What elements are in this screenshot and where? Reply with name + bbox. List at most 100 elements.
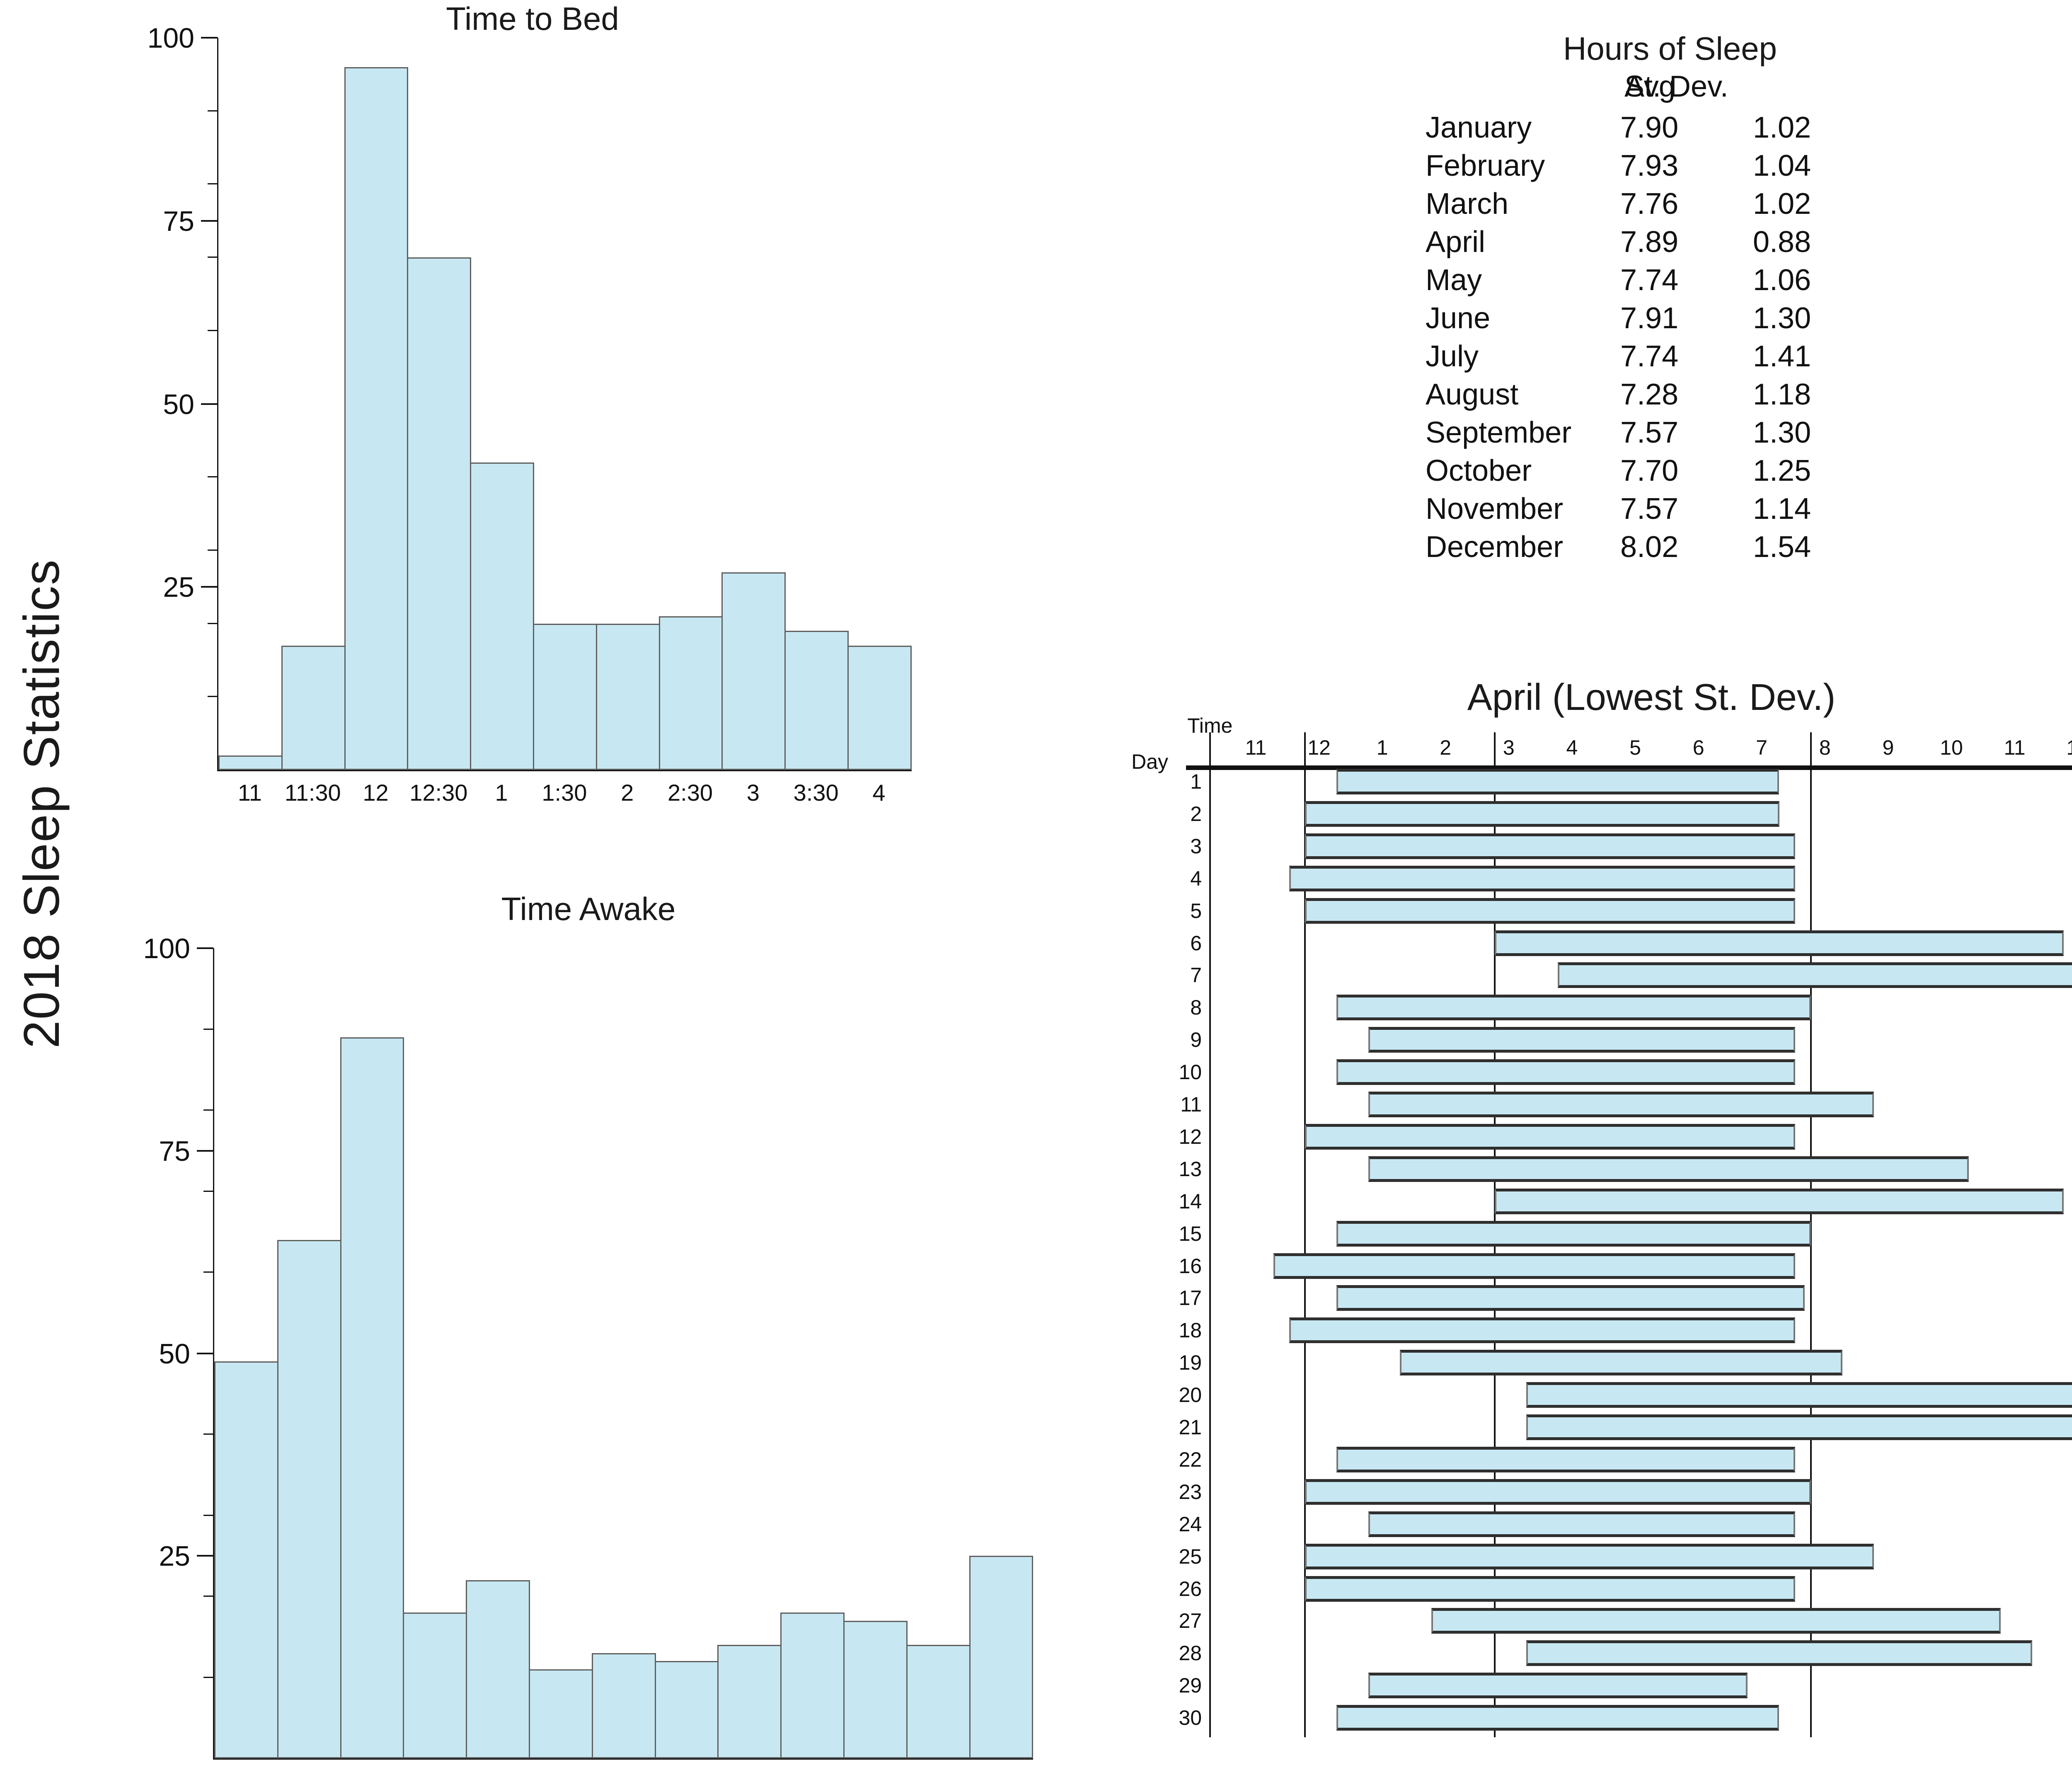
x-tick-label: 12:30 (900, 1768, 975, 1770)
table-cell-avg: 7.90 (1620, 111, 1679, 144)
sleep-bar (1336, 1705, 1779, 1731)
x-tick-label: 10 (586, 1768, 661, 1770)
table-cell-month: June (1426, 302, 1491, 335)
gantt-gridline (1810, 732, 1812, 1737)
gantt-day-number: 28 (1179, 1642, 1202, 1665)
histogram-bar (717, 1645, 782, 1758)
gantt-tick-label: 11 (1245, 736, 1267, 759)
sleep-bar (1494, 1188, 2064, 1214)
x-tick-label: 12 (838, 1768, 912, 1770)
x-tick-label: 3 (746, 780, 760, 806)
table-cell-avg: 7.93 (1620, 149, 1679, 182)
sleep-table-headers: Avg St. Dev. (1426, 70, 1728, 104)
gantt-day-number: 2 (1190, 802, 1202, 826)
sleep-bar (1336, 1285, 1805, 1311)
histogram-bar (721, 572, 786, 770)
table-cell-stdev: 1.30 (1753, 302, 1811, 335)
histogram-title-time-awake: Time Awake (501, 891, 676, 927)
table-cell-month: May (1426, 264, 1482, 297)
table-row: June 7.91 1.30 (1426, 299, 1890, 337)
y-major-tick (197, 1555, 213, 1557)
histogram-bar (533, 623, 597, 770)
gantt-day-number: 24 (1179, 1512, 1202, 1536)
sleep-bar (1336, 1059, 1795, 1085)
sleep-bar (1273, 1253, 1795, 1279)
sleep-bar (1336, 1220, 1811, 1247)
histogram-bar (407, 257, 472, 770)
y-tick-label: 75 (159, 1135, 190, 1167)
table-row: August 7.28 1.18 (1426, 375, 1890, 414)
y-minor-tick (208, 696, 218, 697)
sleep-bar (1399, 1350, 1843, 1376)
sleep-bar (1289, 865, 1795, 891)
sleep-bar (1558, 962, 2072, 988)
gantt-day-number: 21 (1179, 1416, 1202, 1439)
histogram-bar (218, 755, 283, 770)
sleep-bar (1526, 1414, 2072, 1440)
x-axis-line (217, 770, 912, 771)
histogram-bar (344, 67, 409, 770)
gantt-gridline (1209, 732, 1211, 1737)
x-tick-label: 9:30 (523, 1768, 598, 1770)
y-minor-tick (208, 183, 218, 185)
table-cell-avg: 8.02 (1620, 530, 1679, 564)
sleep-table-title: Hours of Sleep (1563, 30, 1777, 67)
y-minor-tick (208, 329, 218, 331)
table-cell-stdev: 1.14 (1753, 492, 1811, 525)
y-tick-label: 100 (143, 933, 190, 964)
gantt-day-number: 5 (1190, 899, 1202, 923)
table-cell-stdev: 0.88 (1753, 225, 1811, 259)
gantt-title-april: April (Lowest St. Dev.) (1467, 677, 1836, 718)
day-corner-label: Day (1131, 750, 1169, 773)
x-tick-label: 11:30 (284, 780, 341, 806)
table-row: September 7.57 1.30 (1426, 414, 1890, 452)
histogram-bar (969, 1556, 1034, 1758)
histogram-bar (784, 631, 849, 770)
table-cell-avg: 7.74 (1620, 264, 1679, 297)
table-cell-month: July (1426, 340, 1479, 373)
sleep-bar (1305, 898, 1795, 924)
gantt-day-number: 4 (1190, 867, 1202, 890)
x-tick-label: 2:30 (668, 780, 713, 806)
sleep-table-header-stdev: St. Dev. (1624, 70, 1728, 103)
gantt-tick-label: 12 (1307, 736, 1331, 759)
histogram-bar (843, 1620, 908, 1758)
y-major-tick (197, 1150, 213, 1152)
sleep-bar (1526, 1640, 2032, 1666)
histogram-bar (277, 1240, 341, 1758)
gantt-tick-label: 10 (1940, 736, 1963, 759)
sleep-bar (1336, 1446, 1795, 1472)
y-minor-tick (203, 1433, 213, 1435)
gantt-day-number: 3 (1190, 834, 1202, 858)
y-minor-tick (203, 1271, 213, 1273)
gantt-tick-label: 11 (2004, 736, 2026, 759)
gantt-day-number: 7 (1190, 964, 1202, 987)
x-tick-label: 4 (872, 780, 886, 806)
histogram-bar (780, 1613, 845, 1758)
x-tick-label: 1:30 (542, 780, 587, 806)
x-tick-label: 3:30 (793, 780, 839, 806)
gantt-day-number: 27 (1179, 1609, 1202, 1633)
table-row: January 7.90 1.02 (1426, 109, 1890, 147)
gantt-day-number: 6 (1190, 931, 1202, 955)
gantt-gridline (1304, 732, 1306, 1737)
sleep-bar (1368, 1673, 1748, 1699)
histogram-bar (591, 1653, 656, 1758)
table-row: November 7.57 1.14 (1426, 490, 1890, 528)
table-cell-month: April (1426, 225, 1486, 259)
table-cell-avg: 7.70 (1620, 454, 1679, 487)
y-minor-tick (208, 622, 218, 624)
gantt-tick-label: 8 (1819, 736, 1831, 759)
table-cell-avg: 7.89 (1620, 225, 1679, 259)
gantt-day-number: 11 (1180, 1093, 1202, 1116)
gantt-day-number: 29 (1179, 1674, 1202, 1697)
table-cell-stdev: 1.02 (1753, 111, 1811, 144)
table-cell-month: January (1426, 111, 1532, 144)
gantt-day-number: 25 (1179, 1545, 1202, 1568)
x-tick-label: 10:30 (649, 1768, 724, 1770)
sleep-bar (1305, 1576, 1795, 1602)
y-major-tick (197, 1352, 213, 1354)
histogram-bar (595, 623, 660, 770)
sleep-bar (1526, 1382, 2072, 1408)
table-cell-avg: 7.57 (1620, 492, 1679, 525)
